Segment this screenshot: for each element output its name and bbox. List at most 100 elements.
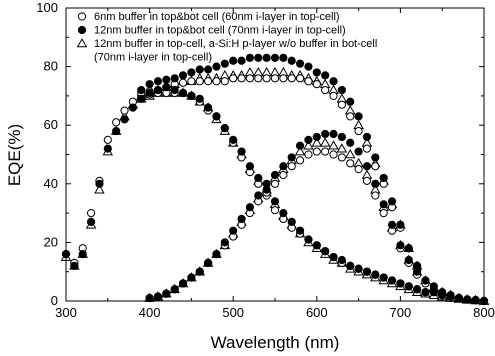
data-point [295,74,305,83]
data-point [287,74,296,83]
series-2-sum [137,53,422,270]
data-point [463,295,472,304]
data-point [304,235,313,244]
y-tick-label: 40 [44,176,58,191]
data-point [153,77,163,86]
data-point [379,200,388,209]
data-point [404,282,413,291]
series-2-top-cell [61,83,489,306]
data-point [153,85,163,95]
data-point [337,153,346,162]
x-tick-label: 300 [55,305,77,320]
data-point [295,156,305,165]
data-markers [60,53,490,306]
data-point [413,285,422,294]
data-point [279,53,288,62]
data-point [346,261,355,270]
data-point [421,276,430,285]
data-point [229,56,238,65]
data-point [229,226,238,235]
series-1-bottom-cell [145,147,489,306]
data-point [237,147,246,156]
data-point [279,162,288,171]
data-point [396,279,405,288]
data-point [354,147,363,156]
data-point [204,77,213,86]
data-point [220,238,229,247]
data-point [362,267,372,276]
data-point [304,135,313,144]
data-point [170,285,179,294]
data-point [371,270,380,279]
data-point [471,296,480,305]
data-point [279,209,288,218]
data-point [396,241,405,250]
data-point [195,267,204,276]
data-point [262,74,271,83]
data-point [262,179,271,188]
data-point [321,129,330,139]
data-point [329,91,338,101]
data-point [287,56,296,65]
data-point [120,115,129,124]
data-point [112,118,121,127]
y-tick-labels: 0 20 40 60 80 100 [36,0,58,308]
data-point [187,68,196,77]
data-point [270,74,280,83]
data-point [303,140,314,150]
data-point [254,53,263,62]
data-point [262,53,271,62]
legend-entry: (70nm i-layer in top-cell) [94,52,212,64]
legend: 6nm buffer in top&bot cell (60nm i-layer… [76,11,377,64]
x-tick-label: 700 [390,305,412,320]
data-point [170,85,179,95]
x-tick-labels: 300 400 500 600 700 800 [55,305,495,320]
data-point [103,135,112,144]
data-point [421,288,430,297]
data-point [195,94,204,103]
data-point [145,88,154,98]
data-point [312,132,321,142]
series-3-sum [135,67,423,270]
data-point [336,143,348,153]
y-tick-label: 100 [36,0,58,15]
data-point [328,140,339,150]
data-point [245,74,255,83]
y-tick-label: 20 [44,234,58,249]
data-point [329,77,338,86]
data-point [178,88,188,98]
axis-ticks [65,7,485,302]
data-point [120,106,129,115]
data-point [354,126,363,136]
data-point [329,252,338,262]
data-point [354,165,363,174]
data-point [212,62,221,71]
data-point [387,197,397,206]
data-point [270,197,280,206]
y-axis-label: EQE(%) [5,124,24,186]
data-point [103,144,112,153]
legend-entry: 12nm buffer in top&bot cell (70nm i-laye… [94,25,346,37]
data-point [254,173,263,183]
data-point [362,176,372,185]
data-point [304,62,313,71]
data-point [346,97,355,106]
data-point [220,59,229,68]
data-point [270,179,280,188]
data-point [295,226,305,235]
data-point [212,77,221,86]
data-point [354,112,363,121]
data-point [287,153,296,162]
data-point [446,291,455,300]
data-point [137,85,146,95]
legend-entry: 6nm buffer in top&bot cell (60nm i-layer… [94,11,340,23]
data-point [429,282,438,291]
data-point [329,150,338,159]
data-point [379,173,388,183]
data-point [311,137,323,147]
x-tick-label: 500 [222,305,244,320]
x-tick-label: 800 [473,305,495,320]
data-point [337,100,346,109]
